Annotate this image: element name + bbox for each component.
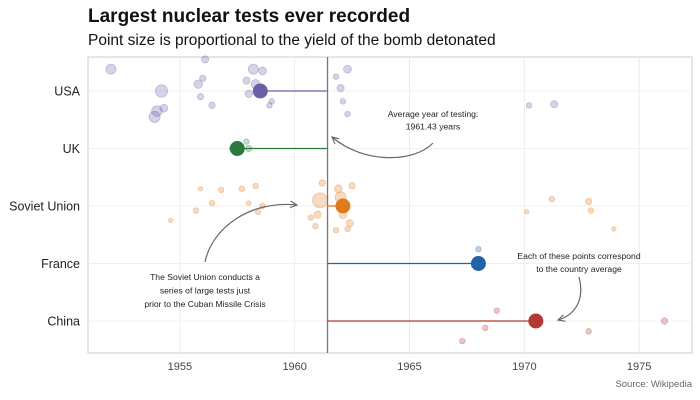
test-point-soviet-union: [332, 226, 340, 234]
test-point-soviet-union: [587, 207, 595, 214]
test-point-soviet-union: [254, 208, 262, 215]
average-segments: [237, 57, 536, 353]
average-arrow: [332, 137, 434, 159]
test-point-usa: [196, 93, 205, 101]
test-point-soviet-union: [334, 184, 343, 194]
test-point-usa: [151, 105, 163, 117]
category-label: Soviet Union: [9, 200, 80, 214]
test-point-soviet-union: [197, 186, 204, 192]
test-point-china: [482, 324, 489, 332]
country-average-point-uk: [229, 141, 245, 156]
test-point-soviet-union: [318, 179, 326, 187]
x-tick-label: 1960: [282, 361, 306, 373]
test-point-usa: [550, 100, 559, 109]
plot-panel: [87, 56, 693, 354]
test-point-usa: [247, 63, 259, 75]
test-point-usa: [336, 84, 345, 93]
test-point-uk: [243, 138, 250, 145]
test-point-usa: [242, 76, 251, 85]
country-average-point-france: [470, 256, 486, 271]
test-point-china: [493, 307, 500, 314]
grid: [88, 57, 692, 353]
test-point-soviet-union: [313, 210, 322, 219]
test-point-usa: [266, 102, 273, 109]
test-point-soviet-union: [312, 192, 328, 209]
test-point-soviet-union: [218, 186, 225, 194]
country-average-point-china: [528, 313, 544, 329]
test-point-soviet-union: [192, 207, 200, 214]
test-point-china: [660, 317, 669, 325]
average-points: [229, 83, 544, 329]
test-point-soviet-union: [246, 200, 252, 206]
test-point-usa: [193, 79, 203, 89]
test-point-usa: [148, 110, 161, 123]
test-point-usa: [105, 63, 117, 75]
test-point-china: [585, 328, 592, 335]
chart-title: Largest nuclear tests ever recorded: [88, 6, 411, 27]
soviet-annotation: The Soviet Union conducts a series of lar…: [144, 272, 265, 309]
test-point-soviet-union: [344, 225, 351, 233]
test-point-soviet-union: [168, 217, 174, 224]
test-point-usa: [343, 64, 352, 74]
test-point-soviet-union: [238, 185, 246, 192]
test-point-soviet-union: [312, 222, 319, 230]
test-point-usa: [268, 98, 275, 105]
category-label: China: [47, 315, 80, 329]
chart-subtitle: Point size is proportional to the yield …: [88, 32, 496, 49]
country-average-arrow: [558, 276, 582, 320]
test-point-usa: [154, 84, 169, 98]
test-point-usa: [344, 110, 351, 118]
category-label: France: [41, 257, 80, 271]
x-tick-label: 1970: [512, 361, 536, 373]
test-point-usa: [208, 101, 216, 109]
test-point-soviet-union: [348, 182, 356, 190]
source-note: Source: Wikipedia: [615, 379, 692, 390]
test-point-france: [475, 245, 482, 253]
category-labels: USA UK Soviet Union France China: [9, 85, 81, 329]
test-point-usa: [244, 89, 253, 98]
category-label: USA: [54, 85, 80, 99]
annotations: Average year of testing: 1961.43 years The…: [144, 109, 641, 320]
x-tick-labels: 1955 1960 1965 1970 1975: [168, 361, 652, 373]
test-point-usa: [339, 98, 347, 105]
test-point-soviet-union: [307, 214, 314, 221]
test-point-usa: [201, 55, 210, 64]
test-point-usa: [525, 102, 533, 109]
average-annotation: Average year of testing: 1961.43 years: [388, 109, 479, 132]
test-point-soviet-union: [345, 219, 354, 228]
test-point-soviet-union: [548, 195, 556, 203]
country-average-annotation: Each of these points correspond to the co…: [517, 251, 640, 274]
x-tick-label: 1955: [168, 361, 192, 373]
test-point-usa: [258, 66, 267, 76]
country-average-point-usa: [252, 83, 268, 99]
test-point-usa: [199, 74, 207, 82]
test-point-soviet-union: [252, 182, 259, 190]
test-point-china: [459, 337, 466, 345]
test-point-soviet-union: [611, 226, 617, 232]
x-tick-label: 1975: [627, 361, 651, 373]
test-point-usa: [332, 73, 340, 80]
test-point-soviet-union: [585, 197, 593, 205]
test-points: [105, 55, 669, 345]
x-tick-label: 1965: [397, 361, 421, 373]
test-point-soviet-union: [208, 199, 216, 207]
test-point-soviet-union: [523, 209, 530, 215]
category-label: UK: [63, 142, 81, 156]
soviet-arrow: [204, 204, 297, 263]
country-average-point-soviet-union: [335, 198, 351, 214]
test-point-usa: [159, 103, 169, 113]
